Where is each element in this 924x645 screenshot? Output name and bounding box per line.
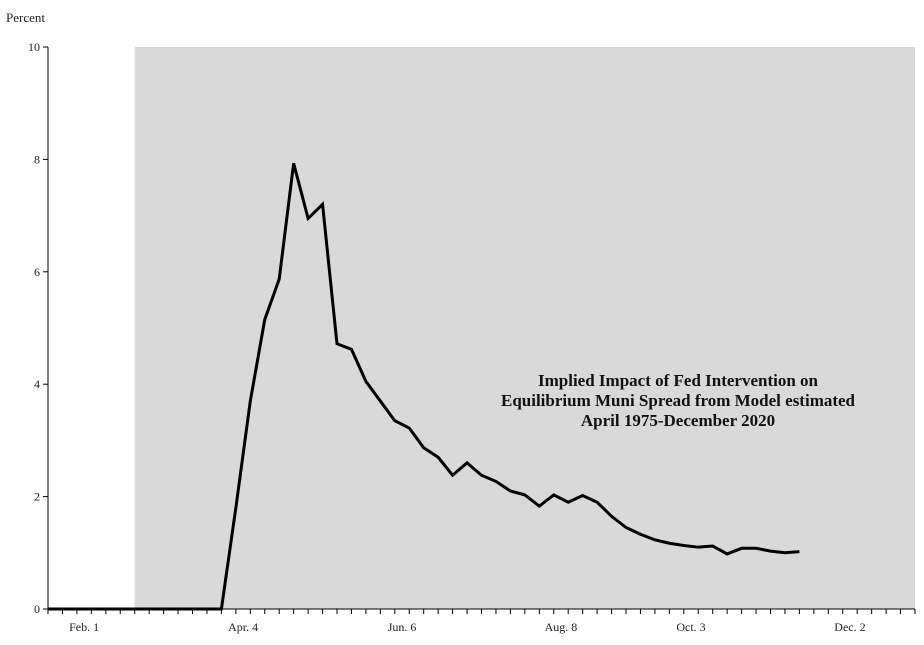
series-line-0: [48, 162, 800, 611]
x-tick-label-0: Feb. 1: [69, 620, 99, 634]
y-tick-label-0: 0: [34, 602, 40, 616]
y-axis-label: Percent: [6, 10, 45, 25]
series-layer: [48, 162, 800, 611]
annotation-line-2: April 1975-December 2020: [581, 411, 775, 430]
x-tick-label-3: Aug. 8: [545, 620, 578, 634]
y-tick-label-2: 2: [34, 490, 40, 504]
axis-layer: 0 2 4 6 8 10 Percent Feb. 1 Apr. 4 Jun. 6 Aug. 8 Oc…: [6, 10, 916, 634]
annotation-line-1: Equilibrium Muni Spread from Model estim…: [501, 391, 856, 410]
x-tick-label-5: Dec. 2: [834, 620, 865, 634]
annotation-line-0: Implied Impact of Fed Intervention on: [538, 371, 819, 390]
shaded-region-layer: [134, 47, 915, 609]
x-tick-label-1: Apr. 4: [228, 620, 258, 634]
y-tick-label-6: 6: [34, 265, 40, 279]
y-tick-label-8: 8: [34, 152, 40, 166]
y-tick-label-4: 4: [34, 377, 40, 391]
x-tick-label-2: Jun. 6: [388, 620, 417, 634]
y-tick-label-10: 10: [28, 40, 40, 54]
annotation-layer: Implied Impact of Fed Intervention onEqu…: [501, 371, 856, 430]
x-tick-label-4: Oct. 3: [676, 620, 705, 634]
shaded-region: [134, 47, 915, 609]
